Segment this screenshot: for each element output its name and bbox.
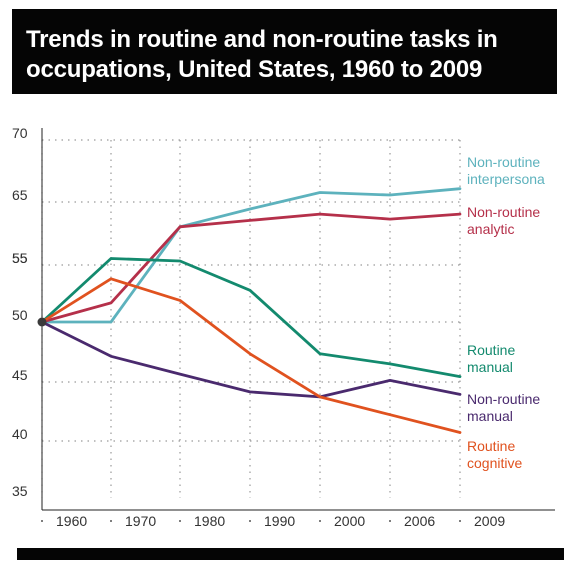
x-tick-mark (179, 520, 181, 522)
series-label: Routine (467, 342, 515, 358)
series-lines (37, 187, 462, 434)
origin-marker (37, 317, 47, 327)
x-tick-label: 1970 (125, 513, 156, 529)
x-tick-label: 2006 (404, 513, 435, 529)
x-tick-mark (389, 520, 391, 522)
x-tick-label: 1960 (56, 513, 87, 529)
series-label: Non-routine (467, 391, 540, 407)
series-label: cognitive (467, 455, 522, 471)
series-line-routine-cognitive (40, 277, 462, 434)
chart-title: Trends in routine and non-routine tasks … (26, 26, 498, 83)
x-tick-mark (459, 520, 461, 522)
y-tick-label: 45 (12, 367, 28, 383)
x-tick-label: 2000 (334, 513, 365, 529)
x-tick-label: 1990 (264, 513, 295, 529)
series-line-non-routine-analytic (40, 212, 462, 324)
series-label: manual (467, 359, 513, 375)
series-labels: Non-routineinterpersonaNon-routineanalyt… (467, 154, 545, 471)
x-tick-mark (41, 520, 43, 522)
y-tick-label: 65 (12, 187, 28, 203)
series-line-non-routine-interpersonal (40, 187, 462, 324)
y-tick-label: 35 (12, 483, 28, 499)
x-tick-mark (319, 520, 321, 522)
series-label: Routine (467, 438, 515, 454)
series-label: interpersona (467, 171, 545, 187)
y-tick-label: 55 (12, 250, 28, 266)
x-tick-mark (110, 520, 112, 522)
series-label: analytic (467, 221, 514, 237)
y-tick-label: 50 (12, 307, 28, 323)
x-tick-mark (249, 520, 251, 522)
series-label: Non-routine (467, 154, 540, 170)
title-banner: Trends in routine and non-routine tasks … (12, 9, 557, 94)
series-label: manual (467, 408, 513, 424)
y-tick-label: 40 (12, 426, 28, 442)
y-tick-label: 55 (12, 250, 28, 266)
series-label: Non-routine (467, 204, 540, 220)
footer-bar (17, 548, 564, 560)
x-tick-label: 2009 (474, 513, 505, 529)
series-line-non-routine-manual (40, 320, 462, 399)
series-line-routine-manual (40, 257, 462, 379)
x-tick-label: 1980 (194, 513, 225, 529)
y-tick-label: 70 (12, 125, 28, 141)
